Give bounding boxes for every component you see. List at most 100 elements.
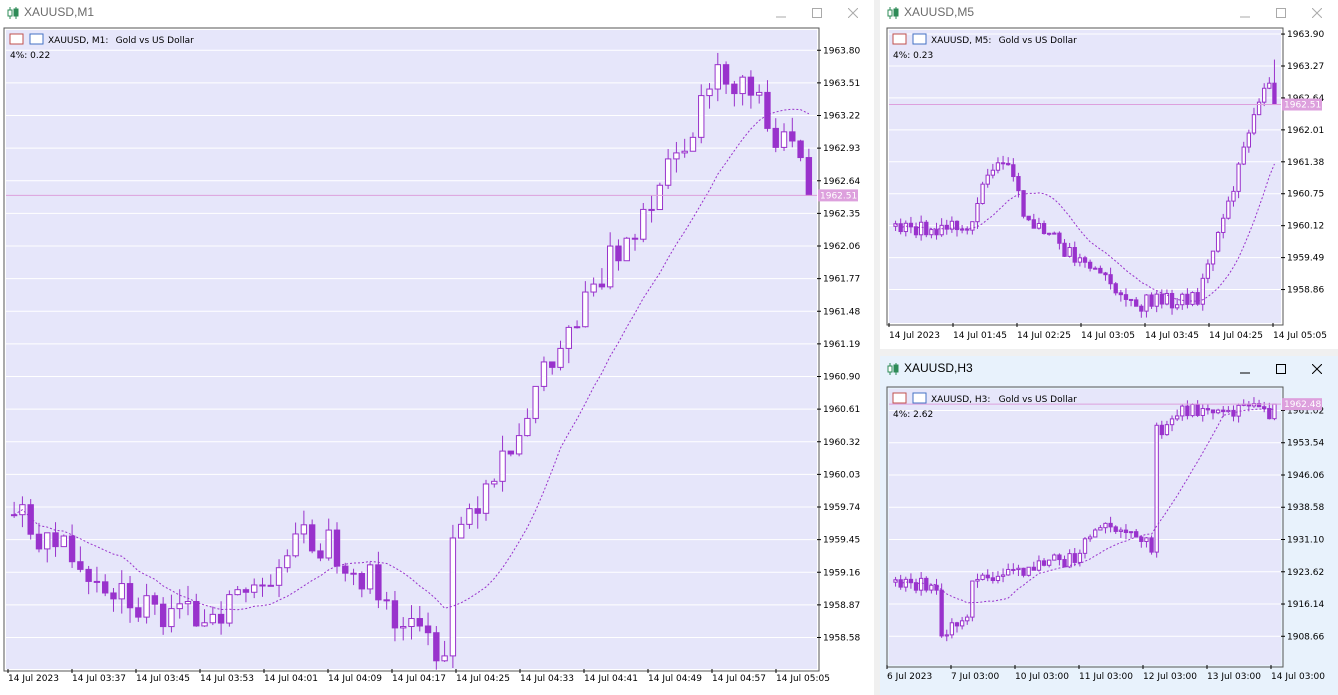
price-chart[interactable]: 1961.02 1953.54 1946.06 1938.58 1931.10 1923.… (880, 356, 1338, 695)
minimize-button[interactable] (770, 3, 792, 23)
candle-body (1062, 242, 1067, 257)
x-tick-label: 14 Jul 2023 (889, 331, 940, 341)
minimize-button[interactable] (1234, 359, 1256, 379)
candle-body (1057, 232, 1062, 244)
candle-body (1046, 559, 1052, 566)
chart-description: Gold vs US Dollar (999, 395, 1078, 405)
candle-body (1098, 267, 1103, 274)
chart-frame (886, 386, 1284, 668)
candle-body (35, 533, 43, 550)
price-chart[interactable]: 1963.80 1963.51 1963.22 1962.93 1962.64 1962.… (0, 0, 874, 695)
window-titlebar[interactable]: XAUUSD,M1 (0, 0, 874, 26)
candle-body (1241, 146, 1246, 165)
candle-body (27, 504, 34, 535)
maximize-button[interactable] (1270, 3, 1292, 23)
candle-body (1262, 87, 1267, 103)
candle-body (1205, 408, 1211, 411)
candle-body (1072, 247, 1077, 263)
indicator-value: 4%: 0.22 (10, 51, 50, 61)
candle-body (424, 625, 432, 634)
candle-body (1251, 114, 1257, 134)
candle-body (1139, 305, 1144, 312)
candle-body (1226, 409, 1231, 413)
candle-body (1072, 553, 1077, 563)
candle-body (1041, 560, 1047, 566)
y-tick-label: 1959.16 (823, 568, 860, 578)
y-tick-label: 1963.80 (823, 46, 860, 56)
candle-body (408, 618, 415, 628)
price-chart[interactable]: 1963.901963.271962.641962.011961.381960.… (880, 0, 1338, 349)
y-tick-label: 1960.61 (823, 405, 860, 415)
chart-window-m5[interactable]: XAUUSD,M5 1963.901963.271962.641962.0119… (880, 0, 1338, 349)
candle-body (68, 535, 76, 563)
candle-body (300, 524, 308, 535)
chart-description: Gold vs US Dollar (999, 36, 1078, 46)
candle-body (1016, 176, 1021, 192)
candle-body (975, 578, 980, 582)
candle-body (656, 184, 664, 211)
candle-body (1144, 537, 1149, 542)
x-tick-label: 6 Jul 2023 (887, 672, 932, 682)
candle-body (1134, 299, 1139, 307)
candle-body (939, 589, 944, 637)
chart-frame (3, 27, 820, 672)
moving-average-line (895, 163, 1275, 302)
candle-body (1036, 560, 1042, 571)
candle-body (1154, 293, 1159, 307)
x-tick-label: 11 Jul 03:00 (1079, 672, 1133, 682)
chart-symbol: XAUUSD, M5: (931, 36, 991, 46)
current-price-label-bg (818, 189, 858, 202)
candle-body (118, 583, 125, 600)
x-tick-label: 13 Jul 03:00 (1207, 672, 1261, 682)
maximize-button[interactable] (806, 3, 828, 23)
candle-body (267, 584, 274, 587)
candle-body (1272, 403, 1277, 420)
candle-body (1046, 232, 1052, 235)
current-price-label: 1962.51 (1284, 101, 1321, 111)
candle-body (77, 561, 84, 570)
y-tick-label: 1916.14 (1287, 600, 1324, 610)
plot-area (889, 30, 1281, 323)
candle-body (893, 223, 898, 227)
candle-body (1267, 82, 1272, 89)
candle-body (985, 574, 990, 579)
candle-body (903, 222, 908, 233)
current-price-label: 1962.51 (820, 191, 857, 201)
candle-body (739, 76, 746, 95)
candle-body (358, 572, 366, 590)
y-tick-label: 1960.12 (1287, 222, 1324, 232)
candle-body (990, 577, 996, 582)
window-titlebar[interactable]: XAUUSD,M5 (880, 0, 1338, 26)
maximize-button[interactable] (1270, 359, 1292, 379)
window-titlebar[interactable]: XAUUSD,H3 (880, 356, 1338, 382)
chart-window-m1[interactable]: XAUUSD,M1 1963.80 1963.51 1963.22 1962.93 19… (0, 0, 874, 695)
candle-body (441, 655, 448, 662)
list-icon (9, 33, 24, 45)
candle-body (168, 608, 175, 628)
y-tick-label: 1960.03 (823, 470, 860, 480)
y-tick-label: 1962.06 (823, 242, 860, 252)
candle-body (975, 203, 980, 223)
x-tick-label: 14 Jul 04:33 (520, 674, 574, 684)
x-tick-label: 14 Jul 02:25 (1017, 331, 1071, 341)
candle-body (251, 584, 258, 593)
x-tick-label: 14 Jul 04:49 (648, 674, 702, 684)
minimize-button[interactable] (1234, 3, 1256, 23)
candle-body (275, 567, 283, 586)
candle-body (1000, 162, 1006, 165)
chart-window-h3[interactable]: XAUUSD,H3 1961.02 1953.54 1946.06 1938.58 19… (880, 356, 1338, 695)
candle-body (1036, 223, 1042, 229)
candle-body (93, 580, 101, 583)
y-tick-label: 1931.10 (1287, 536, 1324, 546)
candle-body (491, 480, 498, 485)
moving-average-line (13, 108, 810, 611)
close-button[interactable] (842, 3, 864, 23)
candle-body (449, 537, 457, 657)
y-tick-label: 1958.58 (823, 634, 860, 644)
close-button[interactable] (1306, 3, 1328, 23)
close-button[interactable] (1306, 359, 1328, 379)
candle-body (457, 523, 465, 539)
candle-body (60, 535, 67, 548)
candle-body (433, 632, 440, 662)
x-tick-label: 14 Jul 04:25 (1209, 331, 1263, 341)
